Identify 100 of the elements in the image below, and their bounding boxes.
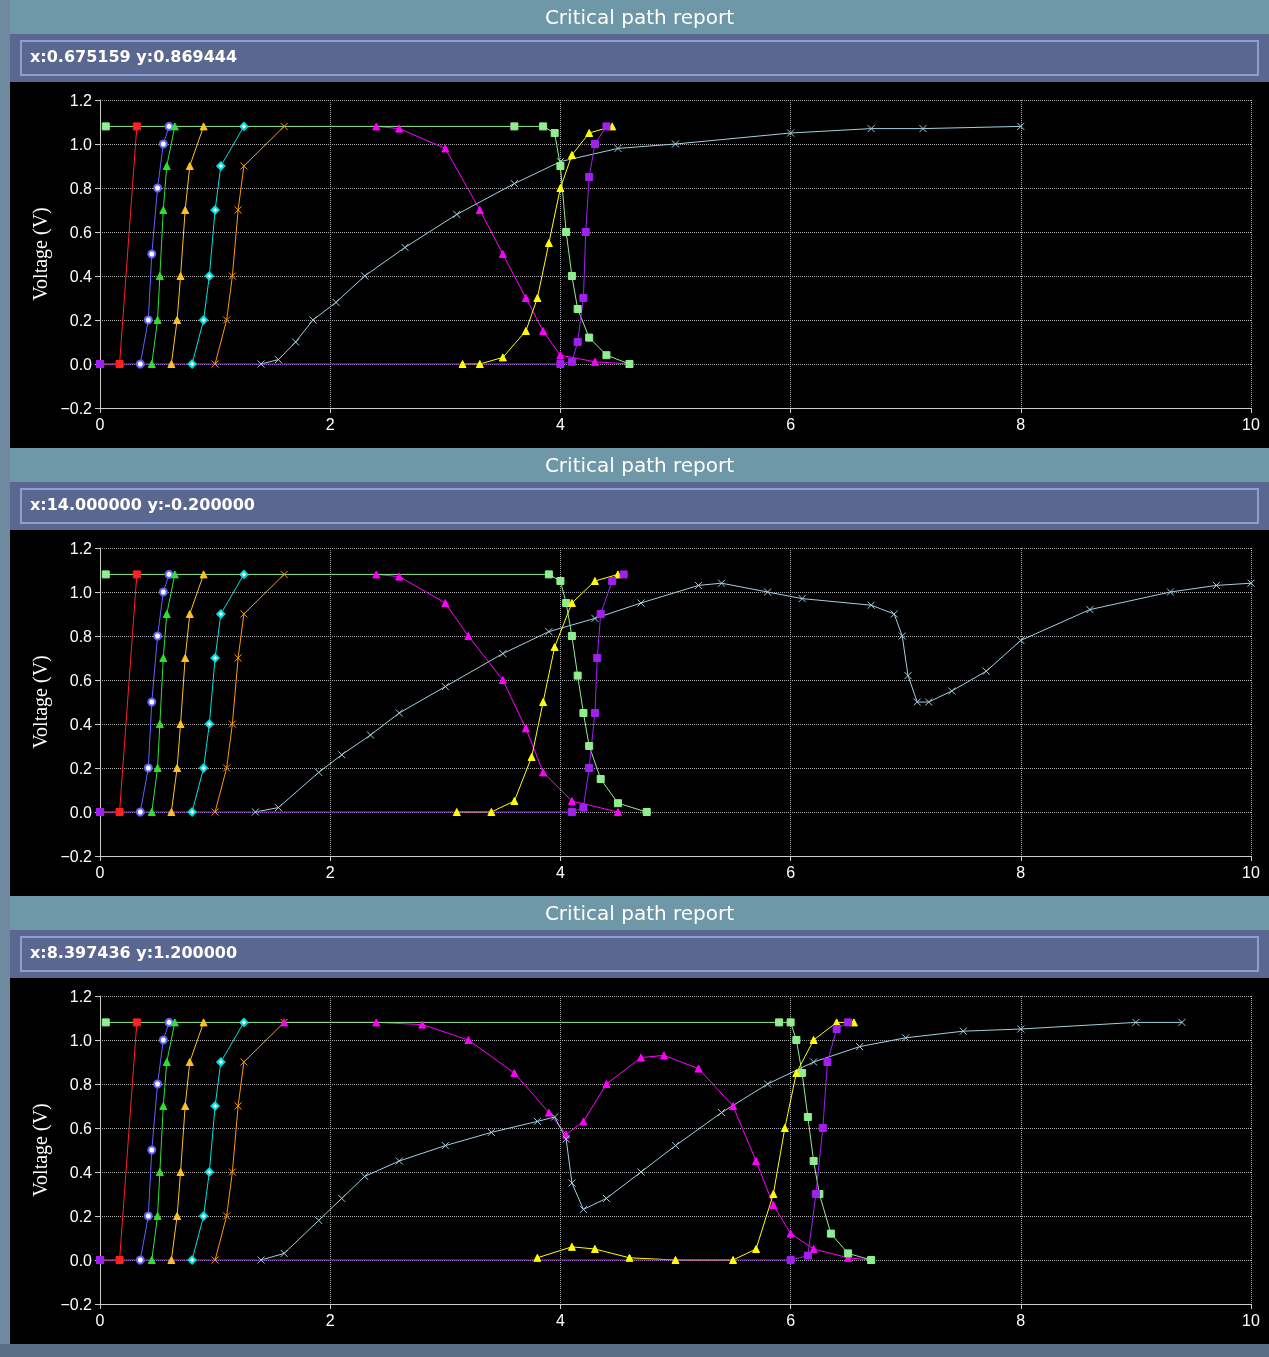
point (257, 360, 266, 368)
point (809, 1058, 818, 1066)
point (280, 570, 289, 579)
y-tick-label: 0.2 (69, 1207, 93, 1225)
point (752, 1157, 761, 1165)
point (613, 799, 622, 808)
point (155, 272, 164, 280)
point (210, 653, 220, 663)
x-tick-label: 8 (1016, 415, 1026, 433)
point (556, 184, 565, 192)
point (1016, 636, 1025, 645)
point (533, 294, 542, 302)
point (239, 610, 248, 618)
point (211, 360, 220, 368)
y-tick-label: −0.2 (60, 1295, 93, 1313)
point (867, 124, 876, 133)
point (216, 1057, 226, 1067)
point (135, 359, 145, 369)
x-tick-label: 4 (555, 415, 565, 433)
point (786, 1229, 795, 1238)
y-tick-label: 0.4 (69, 1163, 93, 1181)
point (590, 709, 599, 717)
point (228, 720, 237, 728)
point (832, 1025, 841, 1033)
x-tick-label: 10 (1242, 863, 1260, 881)
point (556, 351, 565, 360)
y-tick-label: 0.4 (69, 267, 93, 285)
point (147, 249, 157, 259)
point (159, 1102, 168, 1110)
point (153, 1212, 162, 1220)
point (619, 570, 628, 579)
point (579, 1117, 588, 1126)
point (251, 808, 260, 816)
point (1247, 579, 1255, 588)
point (1166, 588, 1175, 596)
point (982, 667, 991, 676)
point (752, 1245, 761, 1253)
point (590, 577, 599, 585)
point (585, 742, 594, 750)
point (464, 632, 473, 640)
point (786, 1256, 795, 1264)
point (510, 122, 519, 131)
point (147, 360, 156, 368)
point (158, 1035, 168, 1045)
point (115, 808, 124, 816)
point (671, 1141, 680, 1150)
point (1131, 1018, 1140, 1027)
y-tick-label: 0.8 (69, 1075, 93, 1093)
point (573, 305, 582, 313)
point (904, 671, 912, 680)
y-tick-label: 1.0 (69, 1031, 93, 1049)
point (567, 599, 576, 607)
y-tick-label: 1.0 (69, 583, 93, 601)
point (167, 1256, 176, 1264)
point (533, 1117, 542, 1126)
point (162, 162, 171, 170)
point (809, 1245, 818, 1253)
point (452, 210, 461, 219)
point (602, 122, 611, 131)
point (487, 1128, 496, 1137)
point (769, 1190, 778, 1198)
point (155, 1168, 164, 1176)
point (818, 1124, 827, 1132)
point (763, 1080, 772, 1088)
x-tick-label: 2 (325, 1311, 335, 1329)
point (280, 1249, 289, 1258)
point (567, 357, 576, 366)
point (567, 808, 576, 816)
point (694, 581, 703, 590)
point (216, 609, 226, 619)
point (579, 803, 588, 812)
point (132, 570, 141, 579)
point (147, 1256, 156, 1264)
point (153, 764, 162, 772)
point (596, 610, 605, 618)
point (101, 570, 110, 579)
point (395, 124, 404, 133)
point (204, 271, 214, 281)
x-tick-label: 8 (1016, 863, 1026, 881)
point (573, 338, 582, 346)
point (101, 1018, 110, 1027)
point (101, 122, 110, 131)
point (844, 1018, 853, 1027)
x-tick-label: 4 (555, 1311, 565, 1329)
point (308, 316, 317, 324)
point (590, 357, 599, 366)
point (803, 1113, 812, 1121)
x-tick-label: 6 (786, 415, 796, 433)
point (234, 1102, 243, 1110)
point (162, 610, 171, 618)
point (613, 570, 622, 579)
point (222, 1212, 231, 1220)
y-tick-label: 0.6 (69, 1119, 93, 1137)
point (826, 1229, 835, 1238)
point (602, 1080, 611, 1088)
point (176, 720, 185, 728)
point (585, 129, 594, 137)
x-tick-label: 4 (555, 863, 565, 881)
point (786, 129, 795, 137)
point (593, 654, 602, 662)
